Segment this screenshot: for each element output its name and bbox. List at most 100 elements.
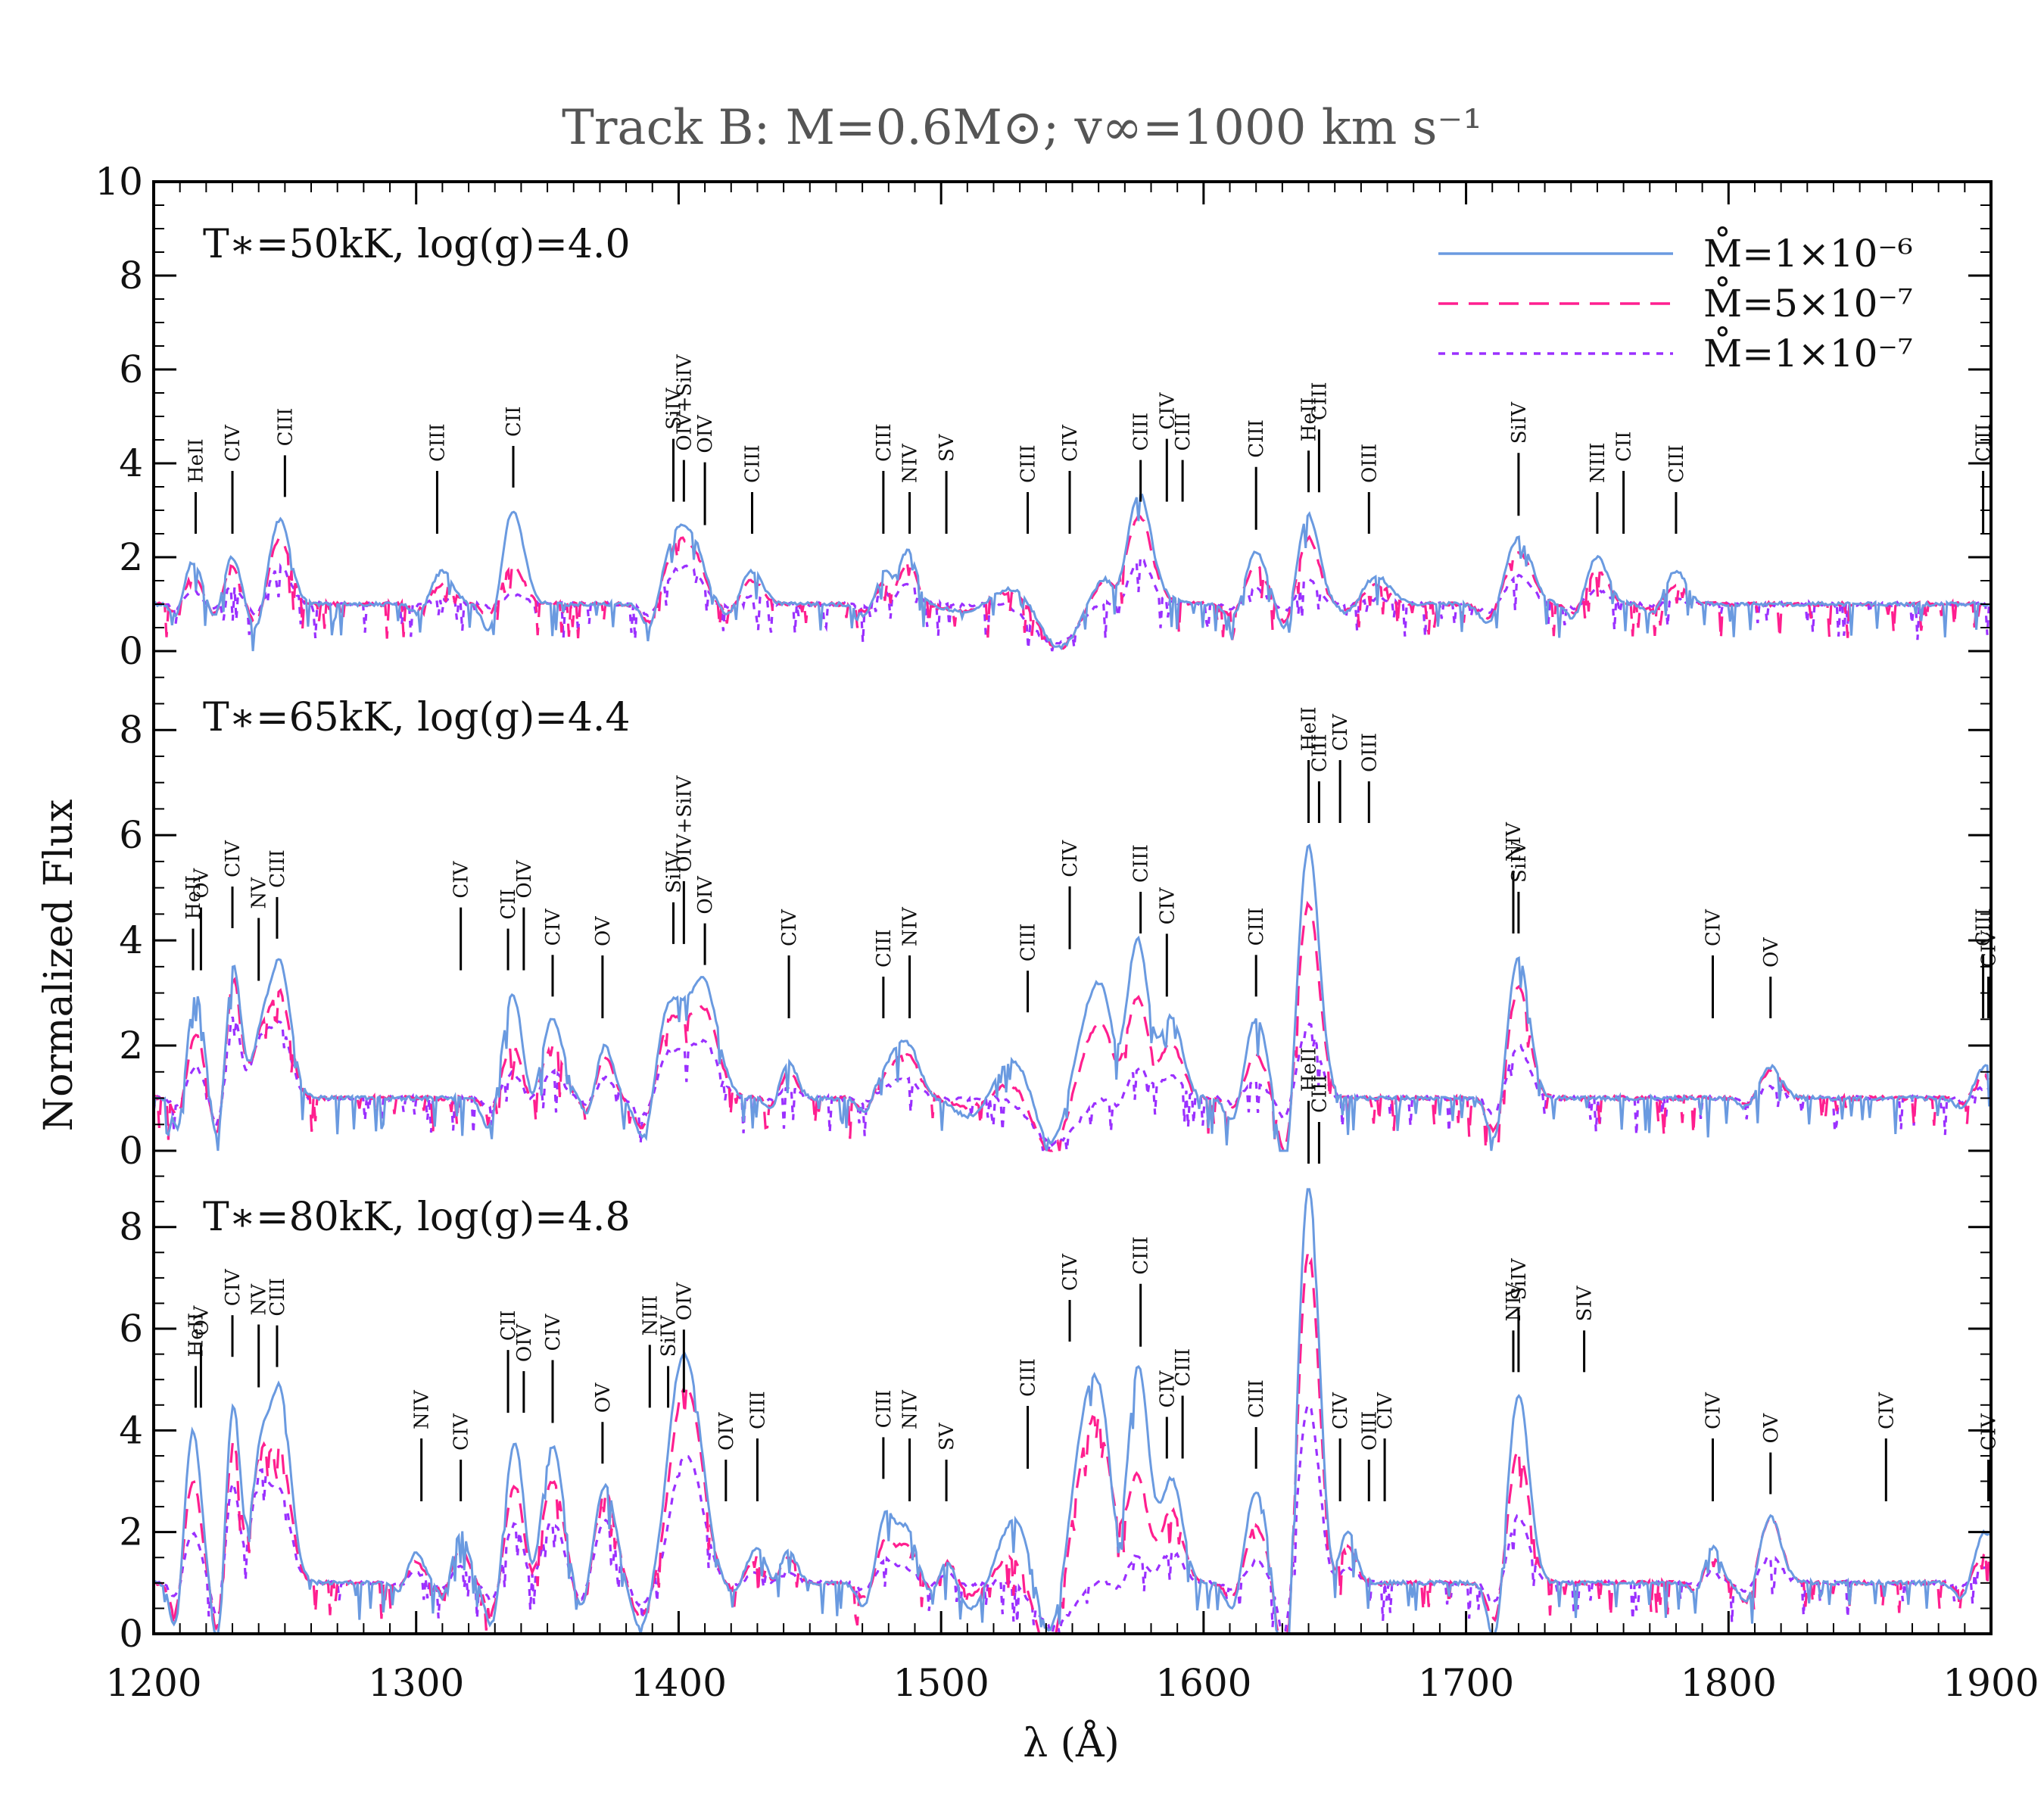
line-id-label: NIV [899,1389,922,1429]
line-id-label: OIV [694,414,717,453]
line-id-label: NIII [1587,442,1609,483]
line-id-label: CIV [1875,1392,1898,1429]
line-id-label: OIII [1358,1411,1381,1451]
legend-label-2: M̊=5×10⁻⁷ [1703,276,1913,326]
line-id-label: CII [497,889,520,919]
line-id-label: CIII [1130,844,1153,883]
line-id-label: CII [503,407,525,437]
line-id-label: OIV+SiIV [673,354,696,451]
line-id-label: OIII [1358,444,1381,483]
line-id-label: CIII [742,444,765,483]
y-tick-label: 2 [119,1024,143,1067]
line-id-label: CIII [1130,1236,1153,1275]
y-tick-label: 8 [119,254,143,298]
line-id-label: SiIV [662,387,685,429]
line-id-label: NV [248,1283,271,1316]
line-id-label: SV [936,433,958,462]
line-id-label: CIV [1059,840,1082,877]
spectrum-series-1 [153,1188,1990,1635]
line-id-label: CIII [746,1391,769,1429]
line-id-label: CIII [266,849,289,888]
line-id-label: NV [248,877,271,909]
line-id-label: CIV [222,840,245,877]
line-id-label: OV [592,915,615,946]
spectrum-series-3 [153,1403,1990,1635]
line-id-label: CIII [1665,444,1688,483]
y-tick-label: 2 [119,1510,143,1554]
y-tick-label: 8 [119,1205,143,1249]
x-tick-label: 1500 [893,1661,989,1705]
line-id-label: CIII [1245,419,1268,458]
line-id-label: OIV [673,1282,696,1321]
line-id-label: CIII [1172,1348,1195,1387]
x-tick-label: 1800 [1681,1661,1777,1705]
line-id-label: CIV [1329,1392,1352,1429]
line-id-label: CIII [426,423,449,462]
legend-label-3: M̊=1×10⁻⁷ [1703,326,1913,376]
line-id-label: OIV+SiIV [673,774,696,872]
line-id-label: OV [1760,937,1783,968]
line-id-label: CIII [1308,734,1331,772]
spectrum-series-2 [153,513,1990,650]
y-tick-label: 6 [119,348,143,391]
line-id-label: CIV [778,908,801,946]
line-id-label: SiIV [662,850,685,893]
y-tick-label: 0 [119,629,143,673]
line-id-label: CIV [222,424,245,462]
line-id-label: CIV [1702,1392,1725,1429]
line-id-label: CIII [1017,923,1040,961]
line-id-label: CIII [266,1278,289,1317]
line-id-label: SiIV [658,1314,681,1357]
y-tick-label: 10 [95,160,143,204]
line-id-label: HeII [185,1313,207,1357]
panel-label: T∗=80kK, log(g)=4.8 [203,1195,631,1240]
line-id-label: NIII [639,1295,662,1336]
line-id-label: CIV [542,908,565,946]
x-axis-label: λ (Å) [1023,1719,1120,1766]
line-id-label: CIV [1978,1413,2001,1451]
line-id-label: SV [936,1422,958,1451]
line-id-label: OIII [1358,733,1381,772]
line-id-label: CIII [274,408,297,447]
line-id-label: CIII [1245,908,1268,946]
line-id-label: NIV [899,443,922,483]
line-id-label: HeII [1298,1047,1321,1092]
line-id-label: OV [1760,1413,1783,1444]
line-id-label: CIV [1156,887,1179,924]
y-tick-label: 2 [119,535,143,579]
line-id-label: CIV [1374,1392,1397,1429]
spectrum-series-2 [153,1254,1991,1635]
line-id-label: OIV [694,875,717,915]
line-id-label: OV [190,868,213,899]
line-id-label: NIV [1503,821,1525,862]
y-tick-label: 6 [119,1307,143,1351]
line-id-label: OIV [513,1323,536,1362]
y-tick-label: 6 [119,813,143,857]
line-id-label: CIII [1130,413,1153,451]
line-id-label: CIII [873,423,896,462]
line-id-label: CII [497,1311,520,1341]
line-id-label: CIV [1978,930,2001,968]
line-id-label: CIV [1156,1370,1179,1407]
line-id-label: CIII [873,929,896,968]
y-tick-label: 4 [119,441,143,485]
line-id-label: CIII [1172,413,1195,451]
line-id-label: CIII [1017,444,1040,483]
legend: M̊=1×10⁻⁶M̊=5×10⁻⁷M̊=1×10⁻⁷ [1438,226,1913,376]
x-tick-label: 1400 [631,1661,727,1705]
line-id-label: SiIV [1508,840,1531,883]
y-tick-label: 0 [119,1129,143,1173]
line-id-label: HeII [1298,397,1321,442]
y-tick-label: 4 [119,1408,143,1452]
line-id-label: CIII [1308,1074,1331,1113]
spectrum-series-1 [153,494,1990,652]
x-tick-label: 1900 [1943,1661,2039,1705]
line-id-label: CIV [222,1268,245,1306]
y-axis-label: Normalized Flux [36,799,82,1132]
x-tick-label: 1300 [368,1661,464,1705]
line-id-label: OIV [513,859,536,899]
